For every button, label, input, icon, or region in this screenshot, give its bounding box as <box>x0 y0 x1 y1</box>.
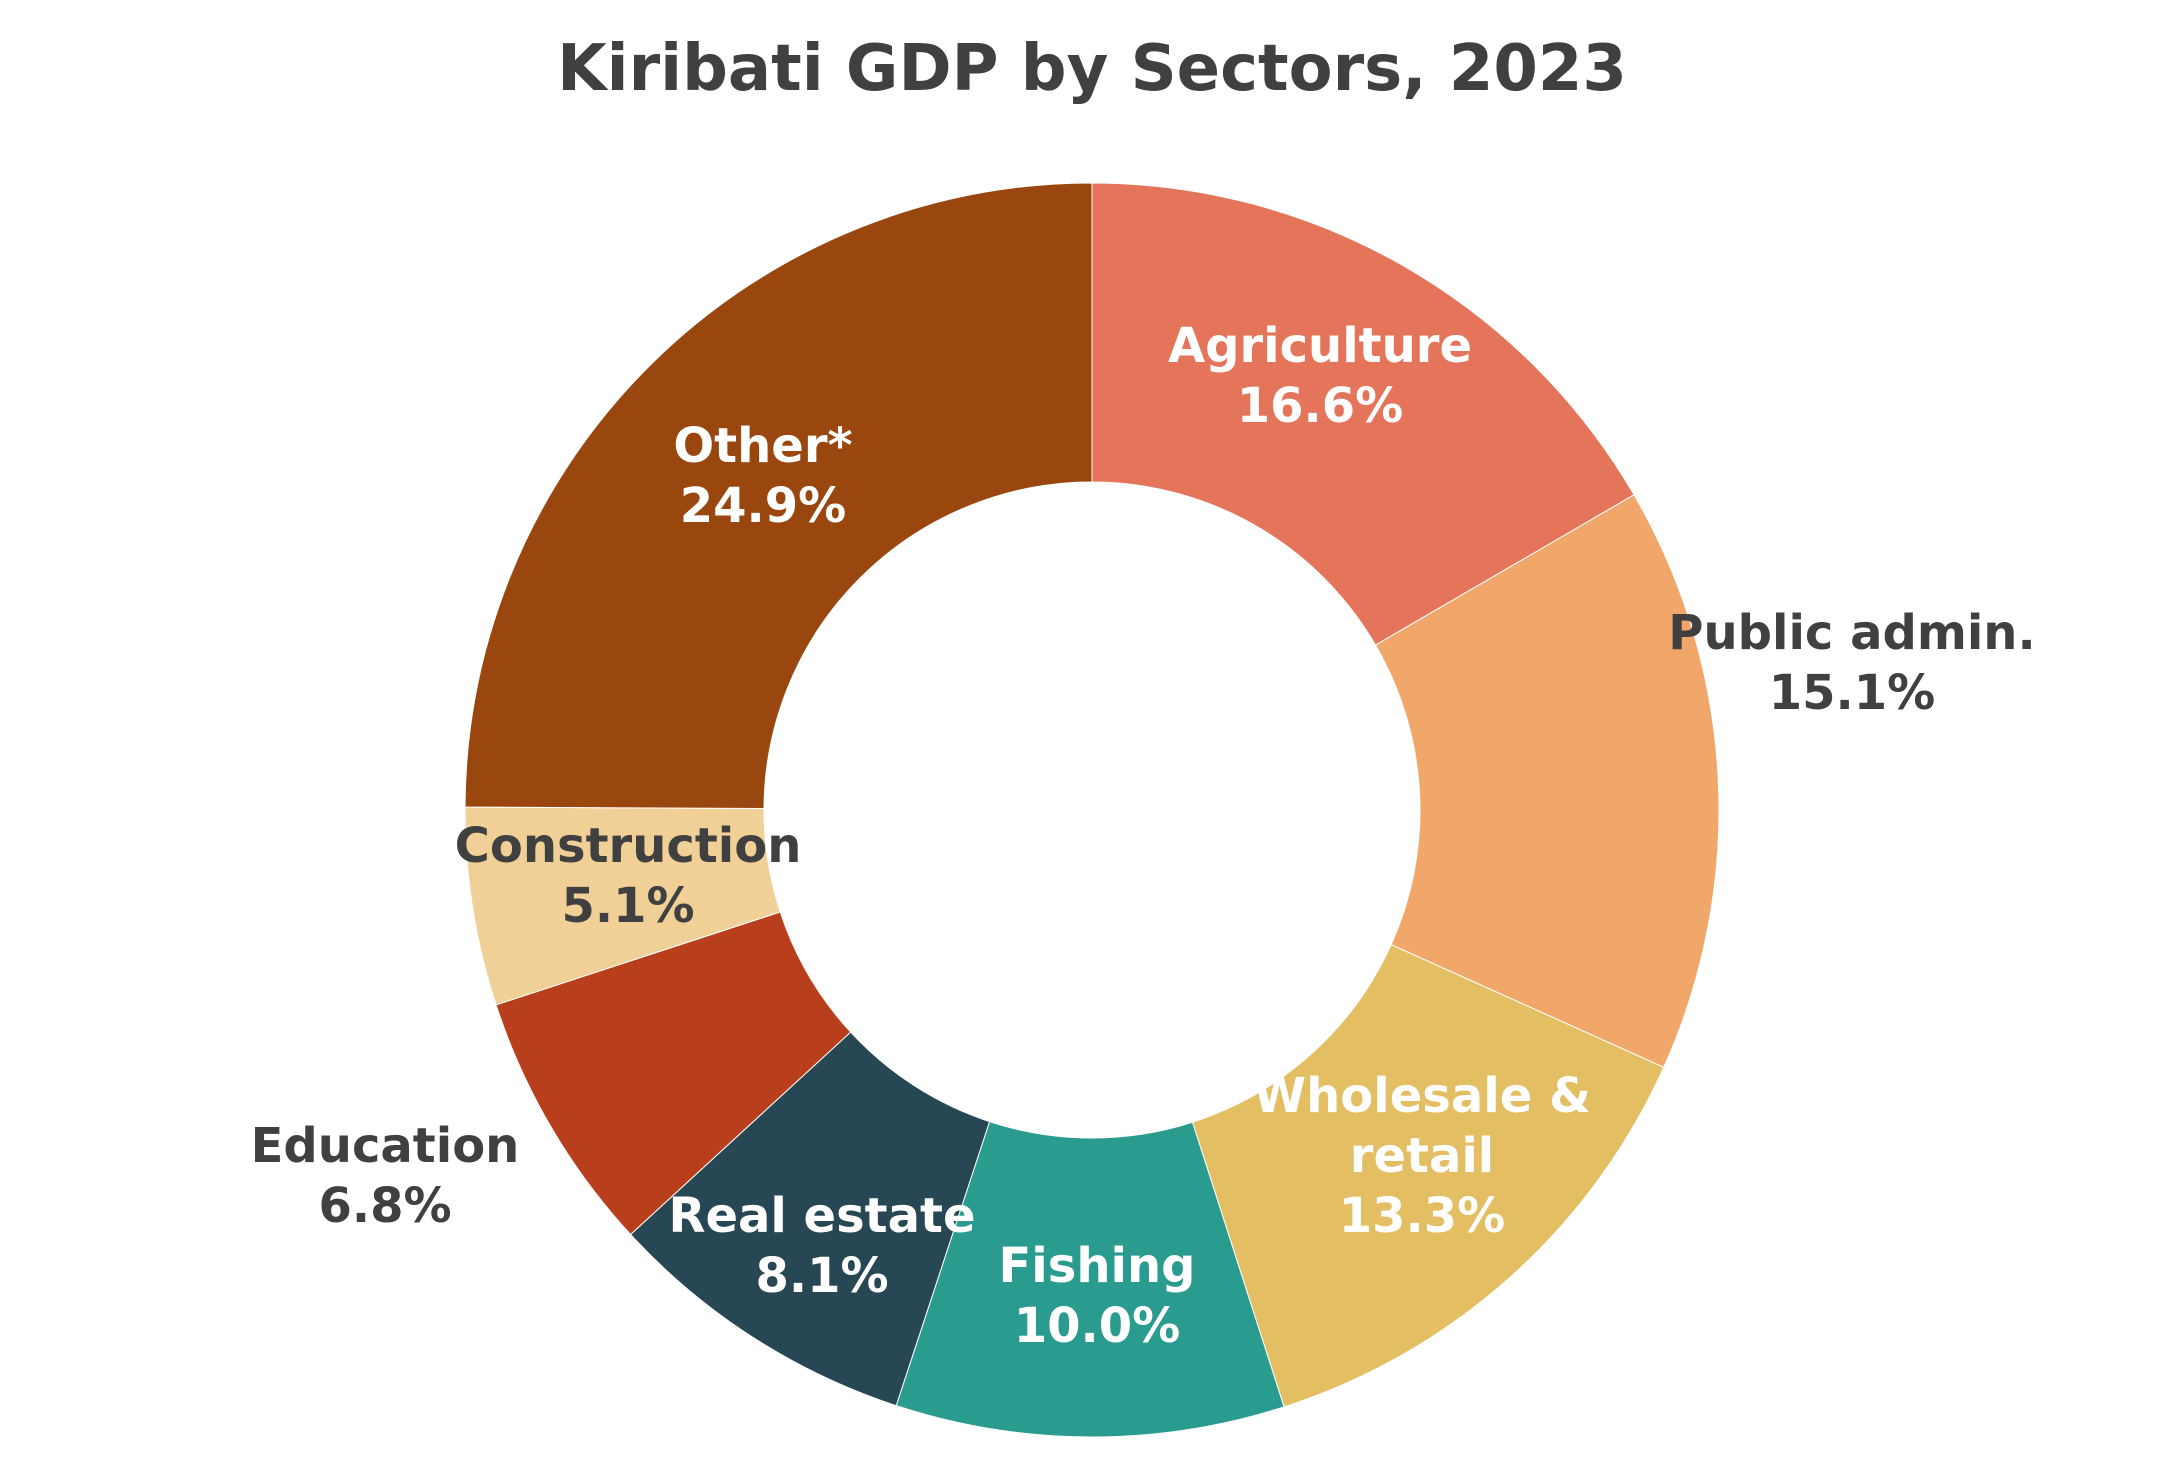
slice-value-other: 24.9% <box>680 478 847 534</box>
slice-label-education: Education 6.8% <box>251 1118 520 1234</box>
slice-public-admin <box>1374 494 1720 1069</box>
slice-label-agriculture: Agriculture 16.6% <box>1168 318 1472 434</box>
slice-value-wholesale-retail: 13.3% <box>1339 1188 1506 1244</box>
slice-name-construction: Construction <box>455 818 802 874</box>
slice-label-other: Other* 24.9% <box>673 418 852 534</box>
slice-value-agriculture: 16.6% <box>1237 378 1404 434</box>
slice-name-agriculture: Agriculture <box>1168 318 1472 374</box>
slice-wholesale-retail <box>1191 943 1665 1408</box>
slice-value-real-estate: 8.1% <box>755 1248 888 1304</box>
slice-value-public-admin: 15.1% <box>1769 665 1936 721</box>
slice-label-wholesale-retail: Wholesale & retail 13.3% <box>1253 1068 1591 1244</box>
slice-other <box>464 182 1093 809</box>
slice-value-fishing: 10.0% <box>1014 1298 1181 1354</box>
slices-layer <box>464 182 1720 1438</box>
labels-layer: Agriculture 16.6% Public admin. 15.1% Wholes… <box>251 318 2036 1354</box>
slice-name-public-admin: Public admin. <box>1668 605 2035 661</box>
slice-name-other: Other* <box>673 418 852 474</box>
slice-label-public-admin: Public admin. 15.1% <box>1668 605 2035 721</box>
slice-label-real-estate: Real estate 8.1% <box>668 1188 975 1304</box>
slice-name-wholesale-retail: Wholesale & <box>1253 1068 1591 1124</box>
slice-agriculture <box>1091 182 1635 646</box>
slice-value-education: 6.8% <box>318 1178 451 1234</box>
slice-name-wholesale-retail: retail <box>1350 1128 1494 1184</box>
slice-name-education: Education <box>251 1118 520 1174</box>
slice-name-real-estate: Real estate <box>668 1188 975 1244</box>
slice-label-construction: Construction 5.1% <box>455 818 802 934</box>
slice-value-construction: 5.1% <box>561 878 694 934</box>
slice-label-fishing: Fishing 10.0% <box>999 1238 1196 1354</box>
slice-fishing <box>895 1120 1285 1438</box>
slice-name-fishing: Fishing <box>999 1238 1196 1294</box>
chart-title: Kiribati GDP by Sectors, 2023 <box>557 32 1627 106</box>
